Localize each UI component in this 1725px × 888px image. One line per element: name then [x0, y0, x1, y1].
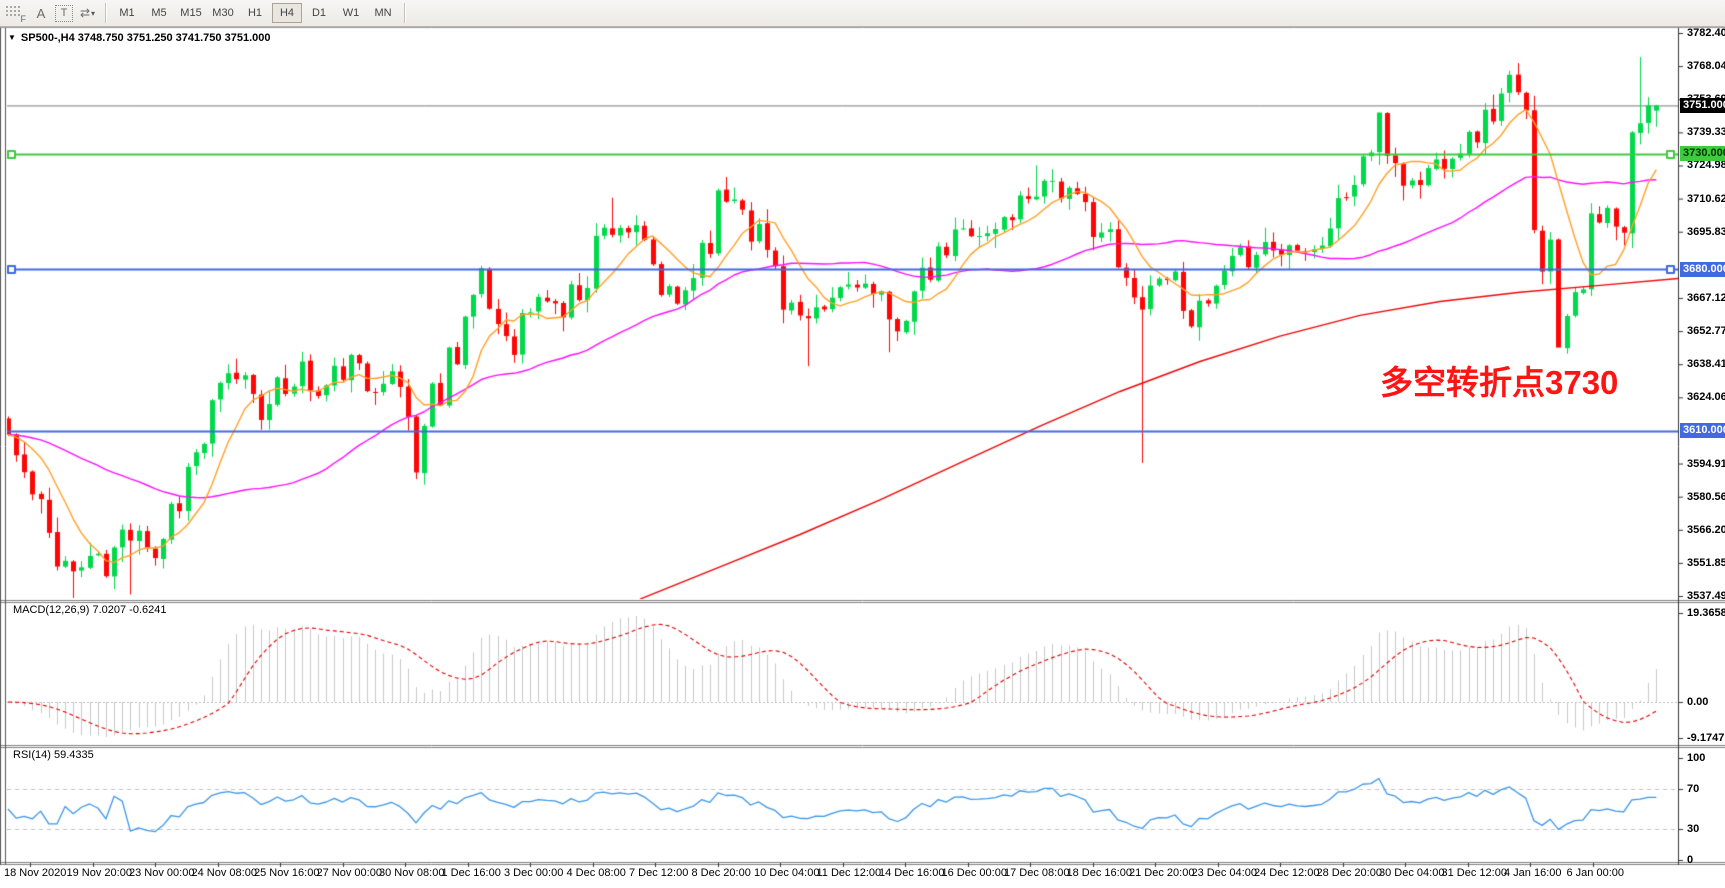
price-tick-label: 3652.770 — [1687, 325, 1725, 338]
label-a-icon[interactable]: A — [36, 5, 46, 21]
time-axis-label: 17 Dec 08:00 — [1004, 867, 1070, 879]
time-axis-label: 30 Dec 04:00 — [1379, 867, 1445, 879]
chart-title: ▼ SP500-,H4 3748.750 3751.250 3741.750 37… — [8, 32, 270, 44]
timeframe-button-h4[interactable]: H4 — [272, 3, 302, 23]
time-axis-label: 14 Dec 16:00 — [879, 867, 945, 879]
annotation-text[interactable]: 多空转折点3730 — [1380, 364, 1619, 401]
time-axis-label: 7 Dec 12:00 — [629, 867, 689, 879]
timeframe-button-m5[interactable]: M5 — [151, 7, 167, 19]
timeframe-button-h1[interactable]: H1 — [247, 7, 263, 19]
time-axis-label: 3 Dec 00:00 — [504, 867, 564, 879]
rsi-scale-label: 70 — [1687, 783, 1700, 795]
time-axis-label: 18 Nov 2020 — [4, 867, 67, 879]
time-axis-label: 27 Nov 00:00 — [316, 867, 382, 879]
timeframe-bar: M1 M5 M15 M30 H1 H4 D1 W1 MN — [111, 3, 399, 23]
time-axis-label: 6 Jan 00:00 — [1566, 867, 1625, 879]
time-axis-label: 10 Dec 04:00 — [754, 867, 820, 879]
time-axis-label: 23 Nov 00:00 — [129, 867, 195, 879]
timeframe-button-m15[interactable]: M15 — [180, 7, 202, 19]
timeframe-button-m30[interactable]: M30 — [212, 7, 234, 19]
time-axis-label: 8 Dec 20:00 — [691, 867, 751, 879]
price-tick-label: 3739.335 — [1687, 126, 1725, 139]
price-tick-label: 3638.415 — [1687, 358, 1725, 371]
toolbar-separator — [105, 3, 106, 23]
time-axis-label: 30 Nov 08:00 — [379, 867, 445, 879]
price-tick-label: 3724.980 — [1687, 159, 1725, 172]
time-axis-label: 16 Dec 00:00 — [941, 867, 1007, 879]
price-level-label: 3680.000 — [1680, 261, 1725, 277]
price-tick-label: 3710.625 — [1687, 192, 1725, 205]
rsi-scale-label: 0 — [1687, 854, 1694, 866]
price-level-label: 3610.000 — [1680, 423, 1725, 439]
arrows-dropdown-icon[interactable]: ⇄ ▾ — [75, 2, 99, 24]
price-tick-label: 3782.400 — [1687, 27, 1725, 39]
title-dropdown-icon[interactable]: ▼ — [8, 33, 16, 42]
time-axis-label: 28 Dec 20:00 — [1316, 867, 1382, 879]
timeframe-button-w1[interactable]: W1 — [342, 7, 360, 19]
time-axis-label: 21 Dec 20:00 — [1129, 867, 1195, 879]
time-axis-label: 11 Dec 12:00 — [816, 867, 882, 879]
toolbar: F A T ⇄ ▾ M1 M5 M15 M30 H1 H4 D1 W1 MN — [0, 0, 1725, 27]
time-axis-label: 1 Dec 16:00 — [441, 867, 501, 879]
text-box-icon[interactable]: T — [55, 4, 73, 22]
price-tick-label: 3566.205 — [1687, 523, 1725, 536]
timeframe-button-m1[interactable]: M1 — [119, 7, 135, 19]
timeframe-button-mn[interactable]: MN — [374, 7, 392, 19]
time-axis-label: 25 Nov 16:00 — [254, 867, 320, 879]
time-axis-label: 31 Dec 12:00 — [1441, 867, 1507, 879]
rsi-scale-label: 30 — [1687, 823, 1700, 835]
time-axis-label: 4 Dec 08:00 — [566, 867, 626, 879]
macd-header: MACD(12,26,9) 7.0207 -0.6241 — [13, 604, 167, 616]
toolbar-separator — [404, 3, 405, 23]
current-price-label: 3751.000 — [1680, 97, 1725, 113]
timeframe-button-d1[interactable]: D1 — [311, 7, 327, 19]
toolbar-grip-icon[interactable]: F — [2, 4, 28, 24]
time-axis-label: 4 Jan 16:00 — [1504, 867, 1562, 879]
dropdown-caret-icon: ▾ — [91, 8, 95, 18]
rsi-header: RSI(14) 59.4335 — [13, 749, 94, 761]
price-tick-label: 3667.125 — [1687, 291, 1725, 304]
price-tick-label: 3537.495 — [1687, 590, 1725, 603]
time-axis-label: 19 Nov 20:00 — [66, 867, 132, 879]
chart-title-text: SP500-,H4 3748.750 3751.250 3741.750 375… — [20, 32, 271, 44]
price-tick-label: 3695.835 — [1687, 225, 1725, 238]
price-level-label: 3730.000 — [1680, 146, 1725, 162]
time-axis-label: 18 Dec 16:00 — [1066, 867, 1132, 879]
time-axis-label: 24 Nov 08:00 — [191, 867, 257, 879]
price-tick-label: 3624.060 — [1687, 391, 1725, 404]
price-tick-label: 3551.850 — [1687, 556, 1725, 569]
rsi-scale-label: 100 — [1687, 752, 1706, 764]
macd-scale-label: -9.1747 — [1687, 732, 1725, 744]
time-axis-label: 23 Dec 04:00 — [1191, 867, 1257, 879]
price-tick-label: 3768.045 — [1687, 60, 1725, 73]
price-tick-label: 3580.560 — [1687, 490, 1725, 503]
price-tick-label: 3594.915 — [1687, 457, 1725, 470]
macd-scale-label: 0.00 — [1687, 696, 1709, 708]
time-axis-label: 24 Dec 12:00 — [1254, 867, 1320, 879]
macd-scale-label: 19.3658 — [1687, 607, 1725, 619]
arrows-glyph: ⇄ — [79, 6, 90, 20]
